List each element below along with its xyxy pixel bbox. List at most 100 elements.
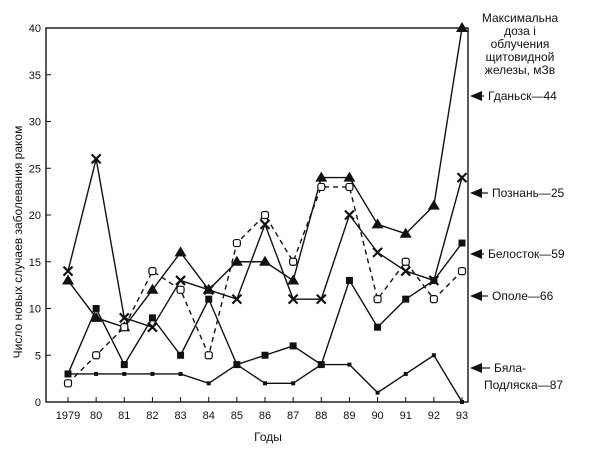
y-tick-label: 5 bbox=[35, 350, 41, 362]
annotation-arrow-head bbox=[470, 249, 482, 259]
x-tick-label: 81 bbox=[118, 410, 130, 422]
data-point bbox=[62, 265, 74, 277]
data-point bbox=[94, 371, 99, 376]
data-point bbox=[460, 400, 464, 404]
series-line bbox=[67, 186, 463, 384]
data-point bbox=[119, 312, 130, 324]
x-tick-label: 83 bbox=[174, 410, 186, 422]
data-point bbox=[261, 351, 269, 359]
y-tick-label: 0 bbox=[35, 397, 41, 409]
data-point bbox=[204, 351, 213, 360]
data-point bbox=[92, 351, 101, 360]
data-point bbox=[175, 275, 186, 286]
x-axis-label: Годы bbox=[254, 430, 282, 444]
data-point bbox=[456, 172, 468, 183]
data-point bbox=[92, 305, 100, 312]
series-annotation: Бяла-Подляска—87 bbox=[470, 361, 563, 392]
data-point bbox=[345, 182, 354, 192]
series-layer bbox=[62, 22, 468, 404]
data-point bbox=[205, 295, 213, 303]
data-point bbox=[427, 199, 440, 210]
data-point bbox=[176, 285, 185, 294]
data-point bbox=[375, 390, 380, 395]
data-point bbox=[430, 276, 438, 284]
series-5 bbox=[66, 353, 464, 404]
x-tick-label: 87 bbox=[287, 410, 299, 422]
legend-title: Максимальна доза і облучения щитовидной желе… bbox=[482, 11, 559, 77]
data-point bbox=[62, 274, 74, 285]
data-point bbox=[372, 247, 383, 258]
data-point bbox=[122, 371, 127, 376]
data-point bbox=[148, 267, 157, 276]
data-point bbox=[234, 362, 239, 367]
x-tick-label: 92 bbox=[428, 410, 440, 422]
data-point bbox=[177, 351, 185, 359]
y-tick-label: 30 bbox=[29, 117, 41, 129]
x-tick-label: 93 bbox=[456, 410, 468, 422]
data-point bbox=[66, 371, 70, 376]
data-point bbox=[402, 295, 410, 303]
data-point bbox=[90, 153, 102, 165]
series-annotation: Познань—25 bbox=[470, 186, 565, 200]
series-annotation-label: Ополе—66 bbox=[492, 289, 554, 303]
x-tick-label: 91 bbox=[400, 410, 412, 422]
plot-frame bbox=[45, 27, 469, 403]
x-tick-label: 80 bbox=[90, 410, 102, 422]
x-tick-label: 84 bbox=[203, 410, 215, 422]
data-point bbox=[120, 323, 129, 332]
data-point bbox=[232, 238, 241, 248]
data-point bbox=[345, 276, 353, 284]
legend-title-text: Максимальна доза і облучения щитовидной желе… bbox=[482, 11, 559, 77]
data-point bbox=[343, 171, 356, 182]
x-tick-label: 86 bbox=[259, 410, 271, 422]
data-point bbox=[287, 293, 299, 305]
series-annotation: Гданьск—44 bbox=[470, 89, 557, 103]
data-point bbox=[260, 210, 270, 220]
series-line bbox=[67, 27, 463, 329]
data-point bbox=[146, 283, 159, 294]
x-tick-label: 85 bbox=[231, 410, 243, 422]
x-tick-label: 89 bbox=[343, 410, 355, 422]
data-point bbox=[263, 381, 267, 386]
data-point bbox=[315, 171, 328, 182]
data-point bbox=[429, 295, 438, 304]
data-point bbox=[150, 371, 155, 376]
series-annotation-label: Гданьск—44 bbox=[488, 89, 557, 103]
series-2 bbox=[62, 153, 468, 333]
data-point bbox=[147, 321, 158, 333]
data-point bbox=[399, 227, 412, 238]
data-point bbox=[373, 295, 382, 304]
x-tick-label: 82 bbox=[146, 410, 158, 422]
annotations: Гданьск—44 Познань—25 Белосток—59 Ополе—66 Б… bbox=[470, 89, 565, 392]
data-point bbox=[120, 361, 128, 369]
y-tick-label: 20 bbox=[29, 210, 41, 222]
data-point bbox=[178, 371, 183, 376]
annotation-arrow-head bbox=[470, 188, 482, 198]
data-point bbox=[403, 371, 408, 376]
data-point bbox=[401, 257, 410, 266]
series-annotation-label: Белосток—59 bbox=[488, 247, 565, 261]
data-point bbox=[344, 209, 355, 221]
data-point bbox=[206, 381, 211, 386]
y-tick-label: 40 bbox=[29, 23, 41, 35]
y-tick-label: 35 bbox=[29, 70, 41, 82]
series-annotation: Белосток—59 bbox=[470, 247, 565, 261]
series-annotation: Ополе—66 bbox=[470, 289, 554, 303]
data-point bbox=[63, 379, 73, 388]
data-point bbox=[457, 267, 467, 276]
annotation-arrow-head bbox=[470, 363, 482, 373]
data-point bbox=[319, 362, 324, 367]
series-annotation-label: Бяла-Подляска—87 bbox=[484, 361, 563, 392]
data-point bbox=[90, 311, 103, 322]
x-tick-label: 1979 bbox=[56, 410, 80, 422]
x-tick-label: 90 bbox=[371, 410, 383, 422]
data-point bbox=[456, 22, 468, 32]
data-point bbox=[374, 323, 382, 331]
data-point bbox=[231, 293, 243, 305]
axes: 0 5 10 15 20 25 30 35 40 1979 80 81 82 83 84 85 86 87 88 89… bbox=[29, 23, 469, 422]
y-axis-label: Число новых случаев заболевания раком bbox=[11, 126, 25, 359]
annotation-arrow-head bbox=[470, 91, 482, 101]
data-point bbox=[291, 381, 296, 386]
data-point bbox=[287, 274, 300, 285]
